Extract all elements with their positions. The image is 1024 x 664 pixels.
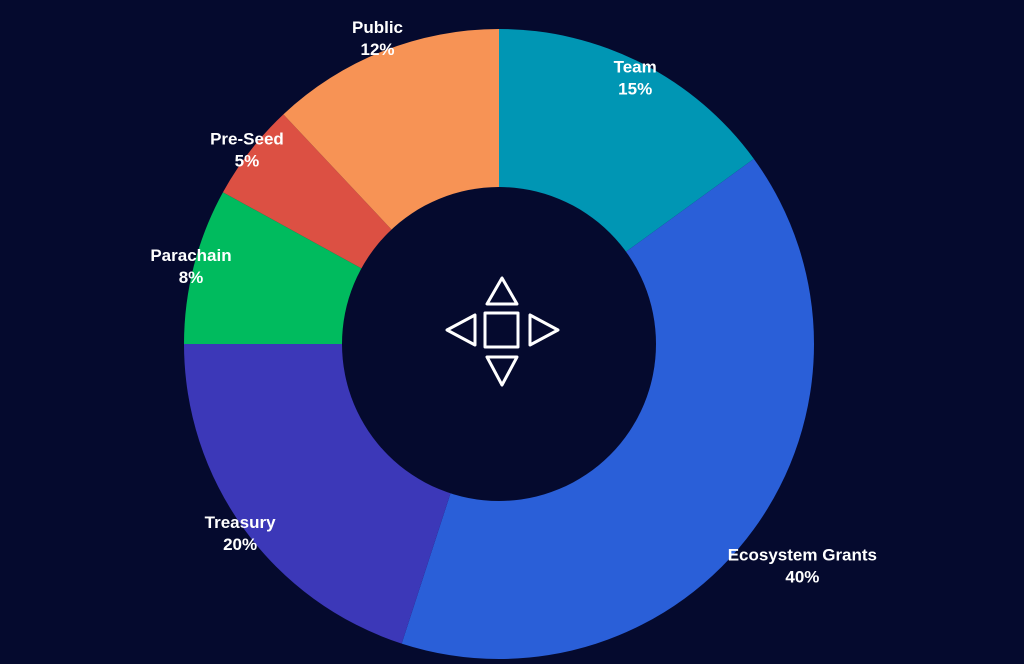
four-direction-arrows-icon [445, 276, 560, 387]
slice-name: Pre-Seed [210, 129, 284, 148]
slice-label-treasury: Treasury 20% [205, 513, 276, 554]
slice-percent: 15% [618, 80, 652, 99]
slice-labels: Team 15% Ecosystem Grants 40% Treasury 20% Par… [150, 18, 877, 586]
slice-name: Ecosystem Grants [728, 545, 877, 564]
slice-label-ecosystem-grants: Ecosystem Grants 40% [728, 545, 877, 586]
slice-name: Team [614, 58, 657, 77]
slice-percent: 12% [361, 40, 395, 59]
slice-name: Treasury [205, 513, 276, 532]
slice-label-team: Team 15% [614, 58, 657, 99]
slice-percent: 20% [223, 535, 257, 554]
slice-percent: 5% [235, 151, 260, 170]
donut-hole [342, 187, 656, 501]
slice-percent: 8% [179, 268, 204, 287]
slice-name: Parachain [150, 246, 231, 265]
slice-label-public: Public 12% [352, 18, 403, 59]
slice-label-parachain: Parachain 8% [150, 246, 231, 287]
slice-label-pre-seed: Pre-Seed 5% [210, 129, 284, 170]
slice-percent: 40% [785, 567, 819, 586]
slice-name: Public [352, 18, 403, 37]
